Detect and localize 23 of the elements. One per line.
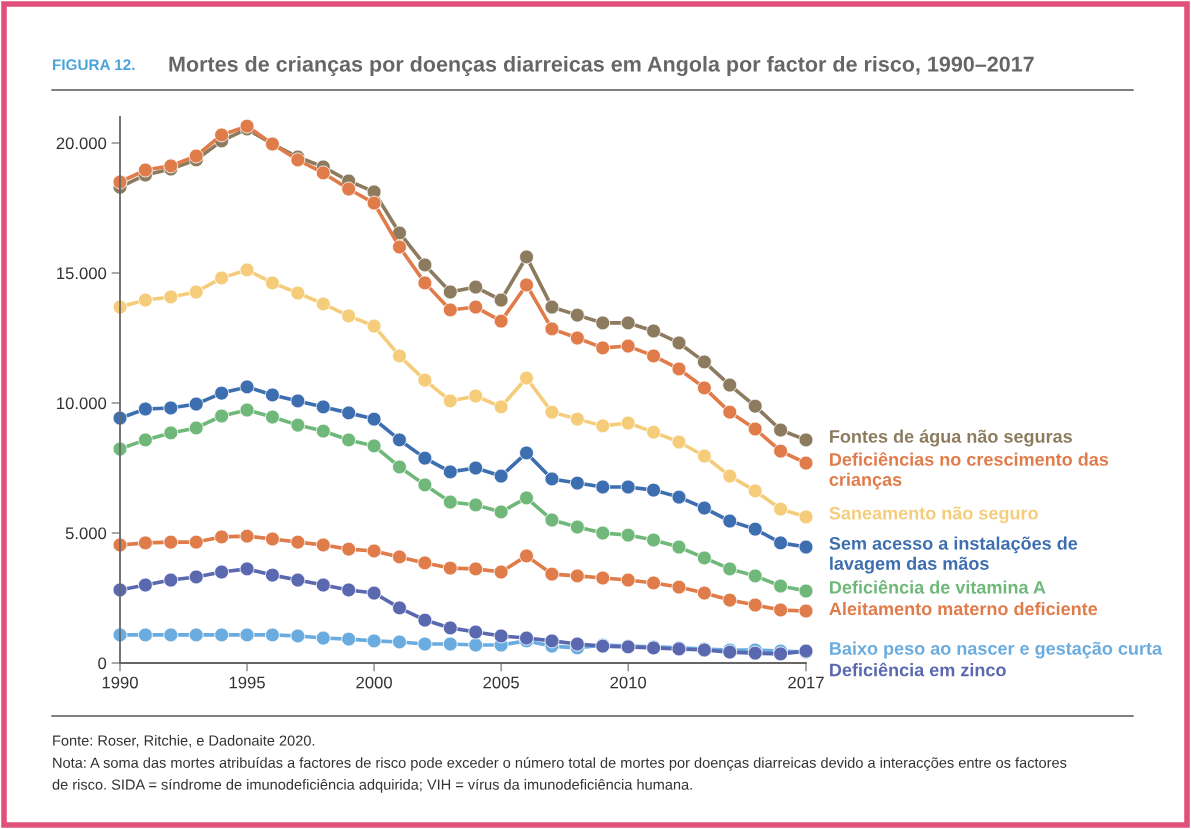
series-label: Deficiências no crescimento das crianças [829,452,1109,490]
x-tick-label: 1995 [229,676,265,689]
source-note: Fonte: Roser, Ritchie, e Dadonaite 2020. [53,735,315,748]
y-tick-label: 10.000 [57,397,107,410]
text: FIGURA 12. [53,59,135,71]
series-label: Sem acesso a instalações de lavagem das mãos [829,536,1078,574]
x-tick-label: 2017 [788,676,824,689]
series-label: Baixo peso ao nascer e gestação curta [830,641,1163,659]
series-label: Fontes de água não seguras [830,429,1072,447]
series-label: Deficiência de vitamina A [830,580,1046,594]
chart-title: Mortes de crianças por doenças diarreicas em Angola por factor de risco, 1990–2017 [169,55,1034,77]
x-tick-label: 2010 [610,676,647,689]
text: Nota: A soma das mortes atribuídas a factores de risco pode exceder o número total de mortes por doenças diarreicas devido a interacções entre os factores de risco. SIDA = síndrome de imunodeficiência adquirida; VIH = vírus da imunodeficiência humana. [52,757,1067,793]
y-tick-label: 0 [98,657,107,670]
x-tick-label: 1990 [102,676,138,689]
x-tick-label: 2005 [483,676,519,689]
y-tick-label: 20.000 [56,137,107,150]
series-label: Deficiência em zinco [830,662,1006,677]
series-label: Saneamento não seguro [829,506,1038,524]
x-tick-label: 2000 [356,676,392,689]
y-tick-label: 15.000 [57,267,107,280]
series-label: Aleitamento materno deficiente [829,601,1098,616]
y-tick-label: 5.000 [65,527,107,540]
